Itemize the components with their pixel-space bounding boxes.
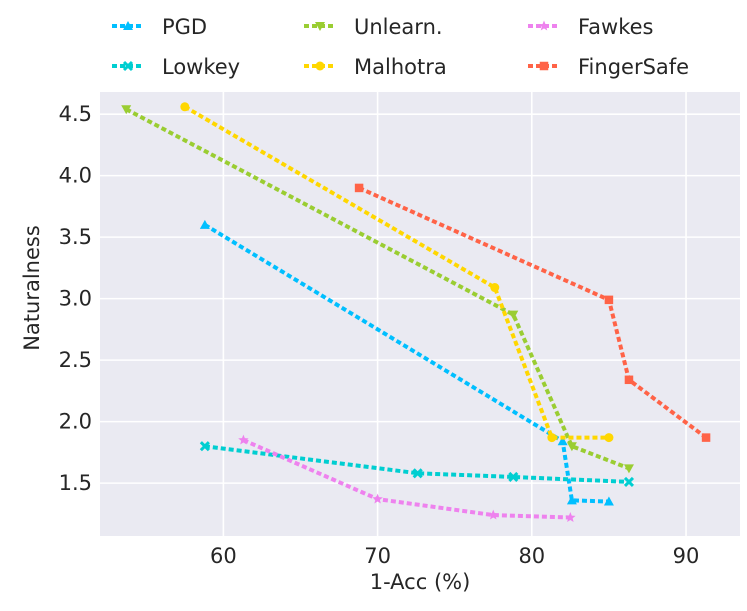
data-point-fawkes-0 — [238, 434, 249, 445]
legend-item-pgd: PGD — [112, 15, 207, 39]
legend-item-unlearn: Unlearn. — [304, 15, 443, 39]
legend-item-malhotra: Malhotra — [304, 55, 447, 79]
legend-marker-fawkes — [538, 20, 550, 31]
y-tick-label-6: 4.5 — [59, 102, 92, 126]
data-point-fingersafe-1 — [604, 295, 614, 305]
data-point-fawkes-2 — [488, 509, 499, 520]
series-fawkes — [238, 434, 576, 522]
data-point-unlearn-2 — [566, 442, 577, 452]
legend: PGD Lowkey Unlearn. Malhotra Fawkes FingerSaf… — [112, 15, 689, 79]
data-point-unlearn-3 — [623, 464, 634, 474]
data-point-fingersafe-2 — [624, 375, 634, 385]
data-point-fingersafe-3 — [701, 433, 711, 442]
data-point-malhotra-0 — [180, 102, 190, 112]
series-malhotra — [180, 102, 614, 443]
data-point-malhotra-3 — [604, 433, 614, 443]
data-point-pgd-0 — [199, 219, 210, 229]
x-tick-label-3: 90 — [673, 544, 700, 568]
series-line-lowkey — [204, 444, 630, 484]
series-line-fingersafe — [358, 186, 708, 440]
series-layer — [121, 102, 711, 522]
data-point-fingersafe-0 — [354, 183, 364, 193]
legend-label-unlearn: Unlearn. — [354, 15, 443, 39]
legend-label-fawkes: Fawkes — [578, 15, 653, 39]
y-axis-label: Naturalness — [20, 225, 44, 351]
x-axis-label: 1-Acc (%) — [370, 570, 471, 594]
series-unlearn — [121, 105, 634, 474]
legend-label-lowkey: Lowkey — [162, 55, 240, 79]
series-pgd — [199, 219, 614, 506]
series-line-fawkes — [242, 438, 571, 520]
data-point-pgd-3 — [603, 496, 614, 506]
data-point-fawkes-1 — [372, 493, 383, 504]
legend-label-malhotra: Malhotra — [354, 55, 447, 79]
series-fingersafe — [354, 183, 711, 442]
legend-item-lowkey: Lowkey — [112, 55, 240, 79]
ticks: 60 70 80 90 1.5 2.0 2.5 3.0 3.5 4.0 4.5 — [59, 102, 700, 568]
legend-marker-fingersafe — [539, 61, 549, 71]
legend-marker-malhotra — [315, 61, 325, 71]
y-tick-label-0: 1.5 — [59, 471, 92, 495]
y-tick-label-1: 2.0 — [59, 410, 92, 434]
x-tick-label-0: 60 — [210, 544, 237, 568]
x-tick-label-2: 80 — [518, 544, 545, 568]
legend-marker-lowkey — [122, 60, 134, 72]
legend-label-fingersafe: FingerSafe — [578, 55, 689, 79]
data-point-unlearn-0 — [121, 105, 132, 115]
y-tick-label-5: 4.0 — [59, 164, 92, 188]
y-tick-label-2: 2.5 — [59, 348, 92, 372]
data-point-malhotra-2 — [547, 433, 557, 443]
data-point-lowkey-3 — [623, 476, 635, 487]
legend-item-fingersafe: FingerSafe — [528, 55, 689, 79]
data-point-lowkey-1 — [412, 468, 423, 479]
data-point-fawkes-3 — [565, 512, 576, 522]
legend-marker-pgd — [123, 21, 133, 30]
data-point-pgd-1 — [557, 436, 568, 446]
series-line-unlearn — [125, 107, 630, 471]
legend-label-pgd: PGD — [162, 15, 207, 39]
series-line-pgd — [203, 223, 609, 504]
data-point-lowkey-0 — [199, 441, 210, 452]
data-point-pgd-2 — [566, 495, 577, 505]
y-tick-label-3: 3.0 — [59, 287, 92, 311]
data-point-lowkey-2 — [508, 471, 519, 483]
legend-item-fawkes: Fawkes — [528, 15, 653, 39]
legend-marker-unlearn — [315, 22, 325, 31]
data-point-malhotra-1 — [490, 283, 500, 293]
series-lowkey — [199, 441, 635, 487]
grid — [100, 92, 740, 536]
data-point-unlearn-1 — [508, 310, 519, 320]
y-tick-label-4: 3.5 — [59, 225, 92, 249]
x-tick-label-1: 70 — [364, 544, 391, 568]
plot-background — [100, 92, 740, 536]
series-line-malhotra — [183, 105, 609, 440]
